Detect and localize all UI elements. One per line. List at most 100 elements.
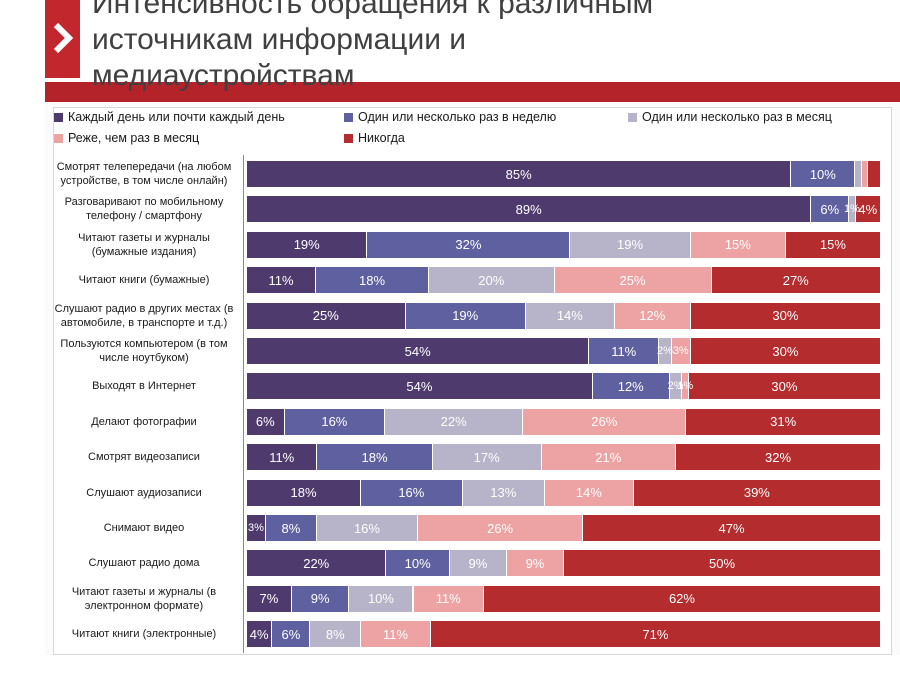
- bar-segment: 6%: [272, 621, 311, 648]
- bar-segment: 15%: [690, 231, 786, 258]
- data-label: 4%: [858, 201, 878, 217]
- data-label: 3%: [248, 522, 264, 534]
- legend-swatch: [344, 112, 353, 122]
- bar-segment: 39%: [633, 479, 881, 506]
- data-label: 8%: [281, 520, 301, 536]
- bar-segment: 11%: [247, 267, 317, 294]
- legend-item: Один или несколько раз в месяц: [628, 110, 832, 124]
- data-label: 26%: [591, 414, 618, 430]
- category-label: Делают фотографии: [91, 415, 197, 428]
- bar-segment: 12%: [592, 373, 670, 400]
- data-label: 18%: [361, 449, 388, 465]
- data-label: 25%: [312, 308, 339, 324]
- category-label: Читают книги (бумажные): [78, 274, 210, 287]
- legend-item: Каждый день или почти каждый день: [54, 110, 285, 124]
- bar-segment: 16%: [361, 479, 463, 506]
- bar-segment: 9%: [506, 550, 564, 577]
- data-label: 6%: [255, 414, 275, 430]
- data-label: 18%: [359, 272, 386, 288]
- data-label: 15%: [819, 237, 846, 253]
- legend-swatch: [54, 112, 63, 122]
- chevron-right-icon: [53, 22, 74, 54]
- data-label: 14%: [575, 485, 602, 501]
- data-label: 20%: [478, 272, 505, 288]
- bar-segment: 25%: [247, 302, 406, 329]
- data-label: 1%: [844, 203, 860, 216]
- bar-segment: 6%: [811, 196, 850, 223]
- bar-segment: 62%: [483, 585, 881, 612]
- data-label: 54%: [406, 378, 433, 394]
- category-label: Пользуются компьютером (в том числе ноут…: [60, 338, 228, 364]
- bar-segment: 16%: [284, 408, 386, 435]
- legend-label: Реже, чем раз в месяц: [68, 131, 200, 145]
- bar-segment: 21%: [541, 444, 677, 471]
- bar-segment: 13%: [462, 479, 545, 506]
- legend-label: Один или несколько раз в месяц: [642, 110, 832, 124]
- bar-segment: 30%: [690, 338, 881, 364]
- category-label: Выходят в Интернет: [92, 380, 196, 393]
- data-label: 2%: [667, 380, 684, 393]
- bar-segment: 31%: [686, 408, 881, 435]
- legend-swatch: [628, 112, 637, 122]
- bar-segment: 8%: [266, 515, 317, 541]
- data-label: 10%: [367, 591, 394, 607]
- bar-segment: 10%: [791, 161, 856, 187]
- bar-segment: 11%: [589, 338, 660, 364]
- legend-item: Реже, чем раз в месяц: [54, 131, 199, 145]
- data-label: 17%: [473, 449, 500, 465]
- bar-segment: 2%: [657, 338, 673, 364]
- bar-segment: 11%: [413, 585, 484, 612]
- category-label: Читают газеты и журналы (бумажные издани…: [78, 231, 210, 258]
- data-label: 30%: [772, 343, 799, 359]
- bar-segment: 26%: [523, 408, 687, 435]
- data-label: 4%: [249, 626, 269, 642]
- data-label: 12%: [639, 308, 666, 324]
- bar-segment: 14%: [544, 479, 634, 506]
- page-title: Интенсивность обращения к различным исто…: [92, 0, 852, 94]
- data-label: 16%: [353, 520, 380, 536]
- bar-segment: 30%: [690, 302, 881, 329]
- data-label: 30%: [772, 308, 799, 324]
- bar-segment: [861, 161, 869, 187]
- data-label: 19%: [293, 237, 320, 253]
- bar-segment: 32%: [367, 231, 571, 258]
- bar-segment: 30%: [688, 373, 881, 400]
- bar-segment: [855, 161, 862, 187]
- bar-segment: 17%: [432, 444, 542, 471]
- data-label: 11%: [382, 626, 408, 642]
- data-label: 19%: [452, 308, 479, 324]
- data-label: 12%: [617, 378, 644, 394]
- legend-item: Один или несколько раз в неделю: [344, 110, 556, 124]
- accent-block: [45, 0, 80, 78]
- title-accent-bar: [45, 82, 900, 102]
- bar-segment: 1%: [677, 373, 693, 400]
- category-label: Смотрят видеозаписи: [88, 451, 200, 464]
- data-label: 1%: [677, 380, 694, 393]
- data-label: 62%: [668, 591, 695, 607]
- data-label: 11%: [435, 591, 461, 607]
- bar-segment: 7%: [247, 585, 292, 612]
- data-label: 39%: [743, 485, 770, 501]
- data-label: 15%: [724, 237, 751, 253]
- bar-segment: 85%: [247, 161, 792, 187]
- legend-item: Никогда: [344, 131, 405, 145]
- data-label: 3%: [672, 345, 689, 357]
- bar-segment: 32%: [676, 444, 881, 471]
- category-label: Смотрят телепередачи (на любом устройств…: [56, 161, 232, 187]
- data-label: 32%: [765, 449, 792, 465]
- data-label: 21%: [595, 449, 622, 465]
- data-label: 6%: [820, 201, 840, 217]
- bar-segment: 19%: [405, 302, 526, 329]
- legend-swatch: [344, 133, 353, 143]
- bar-segment: 14%: [525, 302, 615, 329]
- bar-segment: 9%: [291, 585, 350, 612]
- data-label: 9%: [468, 555, 488, 571]
- data-label: 50%: [708, 555, 736, 571]
- bar-segment: 89%: [247, 196, 812, 223]
- data-label: 27%: [782, 272, 809, 288]
- data-label: 22%: [303, 555, 330, 571]
- bar-segment: 9%: [449, 550, 507, 577]
- bar-segment: 4%: [247, 621, 273, 648]
- category-axis-line: [243, 155, 244, 653]
- bar-segment: 15%: [785, 231, 881, 258]
